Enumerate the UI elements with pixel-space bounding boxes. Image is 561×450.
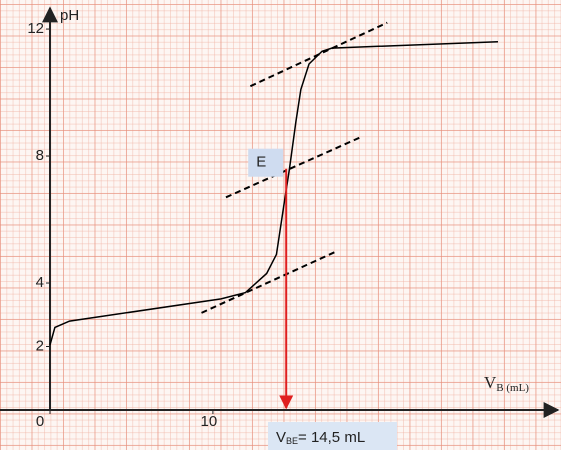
plot: 2 4 8 12 0 10 E [27,20,499,430]
equivalence-label-box [248,148,284,177]
tangent-line [225,136,362,199]
y-axis-label: pH [60,7,79,24]
titration-curve [49,41,499,346]
y-tick-label: 4 [36,274,44,291]
x-label-subscript: B (mL) [496,382,529,394]
x-tick-label: 0 [36,413,44,430]
result-subscript: BE [286,436,298,446]
result-box [268,422,397,450]
equivalence-label: E [256,154,266,171]
result-label: VBE= 14,5 mL [276,429,365,446]
tangent-line [201,250,338,314]
result-text: = 14,5 mL [298,429,365,446]
x-axis-label: VB (mL) [484,373,529,394]
result-symbol: V [276,429,286,446]
y-tick-label: 12 [27,20,44,37]
x-label-symbol: V [484,373,497,392]
y-tick-label: 8 [36,147,44,164]
y-tick-label: 2 [36,337,44,354]
tangent-line [249,21,388,88]
x-tick-label: 10 [201,413,218,430]
